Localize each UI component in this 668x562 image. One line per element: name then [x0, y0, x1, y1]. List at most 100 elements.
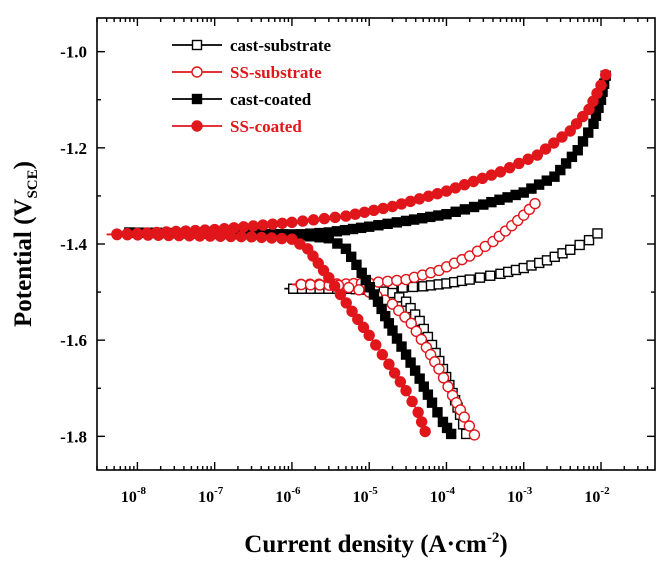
ss-coated-cathodic-point [419, 425, 431, 438]
plot-frame [96, 17, 656, 471]
ss-coated-cathodic-point [142, 229, 154, 241]
ss-coated-anodic-point [247, 220, 259, 232]
ss-coated-cathodic-point [121, 229, 134, 241]
ss-coated-cathodic-point [383, 358, 395, 370]
ss-coated-cathodic-point [183, 230, 196, 242]
cast-coated-anodic-point [373, 220, 384, 231]
ss-coated-cathodic-point [204, 230, 216, 242]
cast-coated-anodic-point [566, 151, 578, 163]
ss-coated-cathodic-point [406, 395, 418, 408]
cast-coated-cathodic-point [426, 397, 438, 408]
ss-coated-cathodic-point [131, 229, 144, 241]
ss-substrate-cathodic-point [463, 420, 476, 432]
ticks-layer: 10-8 10-7 10-6 10-5 10-4 10-3 10-2 -1.0 -1.2 -1.4… [60, 18, 655, 506]
ss-substrate-cathodic-point [433, 363, 445, 375]
cast-coated-anodic-point [459, 204, 471, 215]
x-axis-label: Current density (A·cm-2) [244, 530, 507, 558]
ss-substrate-anodic-point [381, 275, 394, 287]
ss-coated-anodic-point [548, 137, 560, 149]
legend-marker-ss-coated [191, 120, 203, 132]
ss-coated-anodic-point [329, 211, 341, 224]
ss-coated-anodic-point [266, 218, 279, 230]
cast-substrate-anodic-point [464, 274, 475, 285]
ss-coated-anodic-point [564, 125, 576, 137]
ss-coated-anodic-point [539, 143, 552, 155]
ss-substrate-cathodic-point [295, 278, 307, 291]
y-tick-label: -1.8 [60, 427, 87, 446]
ss-coated-cathodic-point [266, 232, 278, 244]
ss-coated-anodic-point [595, 79, 607, 92]
ss-coated-anodic-point [522, 153, 534, 165]
x-tick-label: 10-2 [584, 485, 610, 506]
cast-substrate-anodic-point [592, 228, 603, 239]
ss-coated-anodic-point [297, 215, 309, 227]
ss-coated-cathodic-point [235, 230, 247, 243]
y-tick-label: -1.6 [60, 331, 87, 350]
ss-coated-cathodic-point [415, 416, 428, 428]
y-tick-label: -1.2 [60, 139, 87, 158]
legend-label-cast-substrate: cast-substrate [230, 36, 331, 55]
ss-coated-cathodic-point [323, 271, 335, 284]
cast-substrate-anodic-point [485, 270, 496, 281]
cast-substrate-anodic-point [474, 272, 486, 283]
ss-coated-cathodic-point [214, 230, 227, 242]
ss-coated-cathodic-point [225, 230, 237, 243]
cast-coated-anodic-point [382, 218, 393, 230]
cast-coated-anodic-point [441, 208, 452, 220]
legend: cast-substrate SS-substrate cast-coated SS-… [172, 36, 331, 136]
ss-coated-cathodic-point [376, 348, 389, 361]
ss-coated-anodic-point [257, 219, 269, 231]
cast-coated-anodic-point [583, 127, 594, 138]
ss-substrate-cathodic-point [437, 372, 450, 384]
series-cast-substrate [284, 228, 603, 440]
ss-substrate-cathodic-point [314, 279, 326, 291]
series-SS-coated [106, 69, 612, 438]
legend-label-ss-coated: SS-coated [230, 117, 302, 136]
ss-coated-cathodic-point [245, 231, 258, 243]
cast-coated-cathodic-point [305, 231, 316, 242]
ss-coated-anodic-point [377, 202, 389, 215]
cast-coated-anodic-point [450, 206, 461, 217]
ss-coated-cathodic-point [388, 367, 401, 379]
ss-coated-cathodic-point [370, 339, 382, 351]
ss-coated-cathodic-line [106, 233, 426, 432]
cast-coated-anodic-point [363, 221, 375, 232]
y-axis-label: Potential (VSCE) [10, 161, 41, 327]
cast-coated-anodic-point [468, 201, 480, 213]
ss-coated-anodic-point [340, 210, 352, 222]
cast-coated-anodic-point [572, 145, 583, 156]
ss-substrate-cathodic-point [353, 284, 365, 296]
ss-substrate-cathodic-point [468, 429, 481, 441]
x-tick-label: 10-7 [198, 485, 224, 506]
cast-coated-anodic-point [577, 136, 589, 147]
ss-substrate-anodic-point [529, 197, 541, 210]
cast-substrate-anodic-point [574, 239, 585, 251]
ss-substrate-anodic-point [391, 274, 403, 287]
ss-coated-cathodic-point [328, 280, 341, 292]
series-layer [106, 69, 612, 441]
cast-coated-cathodic-point [332, 238, 343, 249]
ss-coated-anodic-point [531, 149, 544, 161]
ss-coated-cathodic-point [412, 406, 424, 418]
ss-substrate-cathodic-point [442, 380, 454, 393]
x-tick-label: 10-4 [430, 485, 456, 506]
ss-coated-anodic-point [307, 214, 320, 226]
ss-coated-cathodic-point [276, 232, 288, 245]
cast-coated-cathodic-point [314, 232, 325, 243]
ss-coated-cathodic-point [340, 297, 352, 309]
x-tick-label: 10-3 [507, 485, 533, 506]
ss-substrate-cathodic-point [304, 279, 317, 291]
ss-coated-cathodic-point [346, 305, 358, 318]
ss-coated-anodic-point [503, 161, 516, 174]
ss-coated-cathodic-point [400, 384, 412, 397]
legend-label-ss-substrate: SS-substrate [230, 63, 322, 82]
y-tick-label: -1.0 [60, 43, 87, 62]
ss-coated-anodic-point [513, 157, 525, 170]
ss-coated-anodic-point [318, 212, 331, 225]
ss-coated-anodic-point [599, 69, 612, 81]
cast-coated-cathodic-line [120, 231, 452, 435]
ss-coated-anodic-point [368, 204, 380, 217]
ss-coated-anodic-point [349, 208, 361, 220]
ss-coated-cathodic-point [163, 229, 175, 242]
